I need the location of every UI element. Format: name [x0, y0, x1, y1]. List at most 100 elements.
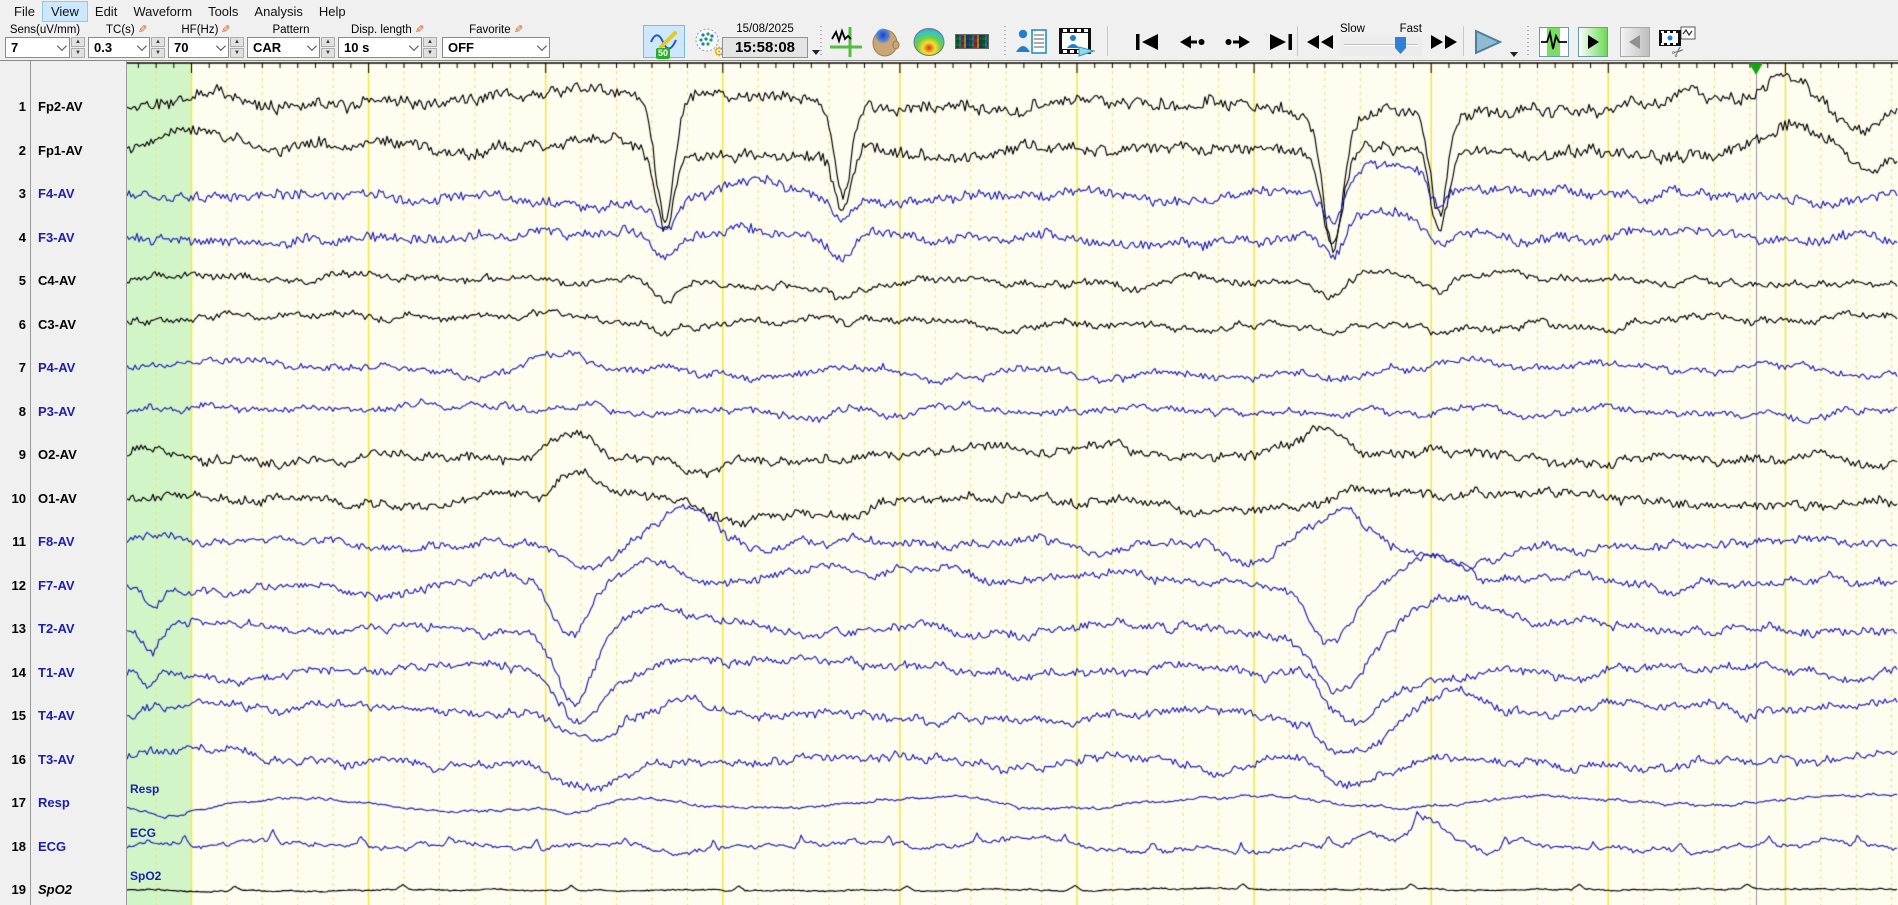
topo-map-button[interactable] — [909, 25, 949, 58]
channel-number: 1 — [18, 99, 26, 114]
channel-row-T2-AV[interactable]: 13 T2-AV — [0, 620, 127, 638]
separator — [1463, 26, 1464, 56]
menu-bar: File View Edit Waveform Tools Analysis H… — [0, 0, 1898, 22]
menu-waveform[interactable]: Waveform — [133, 3, 193, 19]
channel-row-T4-AV[interactable]: 15 T4-AV — [0, 707, 127, 725]
play-backward-button[interactable] — [1618, 25, 1652, 58]
spin-down-button[interactable]: ▼ — [321, 48, 335, 58]
video-clip-button[interactable]: ✂ — [1655, 25, 1699, 58]
channel-row-F3-AV[interactable]: 4 F3-AV — [0, 229, 127, 247]
spin-up-button[interactable]: ▲ — [71, 37, 85, 47]
channel-label: Resp — [38, 795, 70, 810]
channel-row-O1-AV[interactable]: 10 O1-AV — [0, 490, 127, 508]
hf-combobox[interactable]: 70 — [168, 37, 229, 58]
gear-icon: ⚙ — [713, 43, 725, 59]
page-back-button[interactable] — [1172, 25, 1212, 58]
play-dropdown-caret[interactable] — [1510, 52, 1518, 57]
menu-file[interactable]: File — [14, 3, 35, 19]
electrode-map-icon — [695, 28, 719, 51]
menu-tools[interactable]: Tools — [208, 3, 239, 19]
edit-pencil-icon[interactable]: ✎ — [221, 23, 231, 36]
channel-row-P3-AV[interactable]: 8 P3-AV — [0, 403, 127, 421]
notch-filter-button[interactable]: 50 — [643, 25, 685, 59]
tc-label: TC(s) ✎ — [106, 23, 147, 36]
channel-label: Fp2-AV — [38, 99, 83, 114]
edit-pencil-icon[interactable]: ✎ — [414, 23, 424, 36]
channel-label: P3-AV — [38, 403, 76, 419]
datetime-display: 15/08/2025 15:58:08 — [722, 23, 808, 58]
eeg-plot[interactable] — [127, 61, 1898, 905]
separator — [820, 26, 822, 56]
patient-info-button[interactable] — [1012, 25, 1052, 58]
separator — [1527, 26, 1529, 56]
channel-row-F8-AV[interactable]: 11 F8-AV — [0, 533, 127, 551]
channel-row-C4-AV[interactable]: 5 C4-AV — [0, 272, 127, 290]
sensitivity-spinner: ▲ ▼ — [71, 37, 85, 58]
spin-up-button[interactable]: ▲ — [151, 37, 165, 47]
display-length-combobox[interactable]: 10 s — [338, 37, 422, 58]
slider-thumb[interactable] — [1395, 37, 1406, 54]
spin-down-button[interactable]: ▼ — [423, 48, 437, 58]
rewind-button[interactable] — [1301, 25, 1339, 58]
slider-track[interactable] — [1344, 44, 1418, 46]
channel-number: 3 — [18, 186, 26, 201]
electrode-settings-button[interactable]: ⚙ — [689, 25, 727, 59]
channel-number: 4 — [18, 229, 26, 245]
page-forward-button[interactable] — [1218, 25, 1258, 58]
channel-row-F4-AV[interactable]: 3 F4-AV — [0, 185, 127, 203]
play-button[interactable] — [1468, 25, 1508, 58]
spin-up-button[interactable]: ▲ — [230, 37, 244, 47]
channel-row-Resp[interactable]: 17 Resp — [0, 794, 127, 812]
chevron-down-icon — [56, 41, 67, 52]
tc-combobox[interactable]: 0.3 — [88, 37, 150, 58]
separator — [1107, 26, 1108, 56]
favorite-label: Favorite ✎ — [469, 23, 523, 36]
channel-label: F8-AV — [38, 534, 75, 549]
play-review-button[interactable] — [1576, 25, 1610, 58]
sensitivity-combobox[interactable]: 7 — [5, 37, 70, 58]
menu-view[interactable]: View — [41, 0, 88, 22]
waveform-cursor-button[interactable] — [827, 25, 865, 58]
channel-label: O2-AV — [38, 447, 77, 462]
datetime-dropdown-caret[interactable] — [812, 50, 820, 55]
go-first-button[interactable] — [1128, 25, 1166, 58]
speed-slider[interactable] — [1340, 36, 1422, 56]
channel-row-T3-AV[interactable]: 16 T3-AV — [0, 751, 127, 769]
spin-down-button[interactable]: ▼ — [151, 48, 165, 58]
favorite-combobox[interactable]: OFF — [442, 37, 550, 58]
channel-number: 12 — [11, 577, 26, 593]
head-3d-map-button[interactable] — [866, 25, 906, 58]
channel-row-F7-AV[interactable]: 12 F7-AV — [0, 577, 127, 595]
channel-number: 5 — [18, 273, 26, 288]
scroll-review-button[interactable] — [1537, 25, 1571, 58]
channel-row-ECG[interactable]: 18 ECG — [0, 838, 127, 856]
edit-pencil-icon[interactable]: ✎ — [137, 23, 147, 36]
channel-row-SpO2[interactable]: 19 SpO2 — [0, 881, 127, 899]
channel-row-Fp1-AV[interactable]: 2 Fp1-AV — [0, 142, 127, 160]
chevron-down-icon — [136, 41, 147, 52]
pattern-combobox[interactable]: CAR — [247, 37, 320, 58]
channel-row-T1-AV[interactable]: 14 T1-AV — [0, 664, 127, 682]
spectrogram-icon — [955, 34, 989, 49]
channel-row-O2-AV[interactable]: 9 O2-AV — [0, 446, 127, 464]
spin-up-button[interactable]: ▲ — [321, 37, 335, 47]
edit-pencil-icon[interactable]: ✎ — [513, 23, 523, 36]
spin-down-button[interactable]: ▼ — [71, 48, 85, 58]
menu-help[interactable]: Help — [318, 3, 346, 19]
channel-row-P4-AV[interactable]: 7 P4-AV — [0, 359, 127, 377]
channel-row-Fp2-AV[interactable]: 1 Fp2-AV — [0, 98, 127, 116]
display-length-label: Disp. length ✎ — [351, 23, 424, 36]
spin-up-button[interactable]: ▲ — [423, 37, 437, 47]
channel-label-panel: 1 Fp2-AV 2 Fp1-AV 3 F4-AV 4 F3-AV 5 C4-AV 6 C3-AV 7 P… — [0, 61, 127, 905]
menu-analysis[interactable]: Analysis — [254, 3, 303, 19]
channel-number: 18 — [11, 838, 26, 854]
fast-label: Fast — [1399, 23, 1422, 35]
spin-down-button[interactable]: ▼ — [230, 48, 244, 58]
channel-number: 8 — [18, 403, 26, 419]
dsa-trend-button[interactable] — [951, 25, 993, 58]
video-button[interactable] — [1054, 25, 1098, 58]
fast-forward-button[interactable] — [1425, 25, 1463, 58]
channel-row-C3-AV[interactable]: 6 C3-AV — [0, 316, 127, 334]
menu-edit[interactable]: Edit — [94, 3, 118, 19]
go-last-button[interactable] — [1262, 25, 1300, 58]
